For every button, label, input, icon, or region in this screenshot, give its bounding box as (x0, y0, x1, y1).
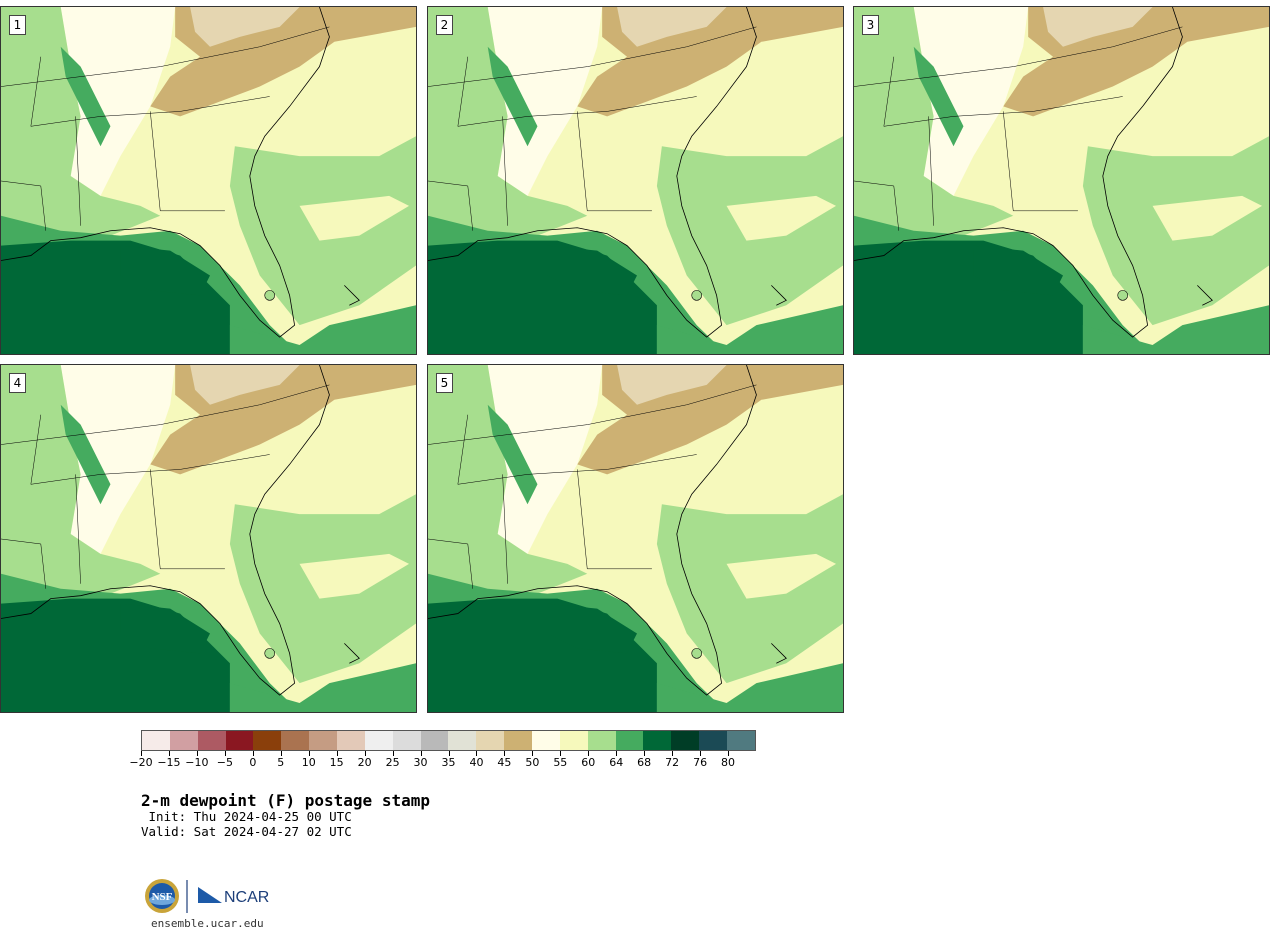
colorbar-swatch (142, 731, 170, 750)
map-panel-4: 4 (0, 364, 417, 713)
colorbar-swatch (476, 731, 505, 750)
map-image (854, 7, 1269, 354)
colorbar-tick-mark (728, 751, 730, 756)
map-image (1, 365, 416, 712)
colorbar-swatch (504, 731, 533, 750)
colorbar-tick-mark (280, 751, 282, 756)
colorbar-tick-mark (616, 751, 618, 756)
colorbar-tick-mark (588, 751, 590, 756)
colorbar-tick-label: 64 (609, 756, 624, 769)
map-panel-5: 5 (427, 364, 844, 713)
colorbar-tick-mark (476, 751, 478, 756)
colorbar-swatch (337, 731, 365, 750)
colorbar-tick-label: 76 (693, 756, 708, 769)
colorbar-swatch (197, 731, 226, 750)
colorbar-swatch (448, 731, 477, 750)
colorbar-tick-mark (308, 751, 310, 756)
colorbar-tick-label: −15 (157, 756, 181, 769)
panel-number-label: 3 (862, 15, 879, 35)
map-image (1, 7, 416, 354)
colorbar-tick-label: 40 (469, 756, 484, 769)
map-panel-2: 2 (427, 6, 844, 355)
colorbar-tick-label: −20 (129, 756, 153, 769)
colorbar-tick-mark (448, 751, 450, 756)
colorbar-tick-mark (336, 751, 338, 756)
valid-time: Valid: Sat 2024-04-27 02 UTC (141, 824, 352, 839)
panel-number-label: 2 (436, 15, 453, 35)
colorbar-tick-mark (420, 751, 422, 756)
plot-title: 2-m dewpoint (F) postage stamp (141, 791, 430, 810)
colorbar-swatch (309, 731, 338, 750)
colorbar-tick-mark (672, 751, 674, 756)
colorbar-tick-label: 68 (637, 756, 652, 769)
colorbar-tick-label: 80 (721, 756, 736, 769)
colorbar-tick-mark (504, 751, 506, 756)
nsf-ncar-logo: NSF NCAR (145, 879, 269, 913)
colorbar-swatch (364, 731, 393, 750)
colorbar-swatch (532, 731, 560, 750)
colorbar-swatch (281, 731, 310, 750)
colorbar-swatch (225, 731, 254, 750)
colorbar-swatch (587, 731, 616, 750)
colorbar-tick-label: 50 (525, 756, 540, 769)
panel-number-label: 4 (9, 373, 26, 393)
map-image (428, 365, 843, 712)
colorbar-swatch (253, 731, 282, 750)
colorbar-tick-mark (700, 751, 702, 756)
colorbar-tick-label: 10 (301, 756, 316, 769)
colorbar-swatch (420, 731, 449, 750)
map-panel-1: 1 (0, 6, 417, 355)
logos: NSF NCAR (144, 877, 274, 917)
colorbar-tick-label: −5 (216, 756, 233, 769)
colorbar-tick-mark (141, 751, 142, 756)
svg-text:NSF: NSF (152, 891, 173, 903)
colorbar-tick-mark (560, 751, 562, 756)
map-image (428, 7, 843, 354)
colorbar-tick-label: 25 (385, 756, 400, 769)
init-time: Init: Thu 2024-04-25 00 UTC (141, 809, 352, 824)
map-panel-3: 3 (853, 6, 1270, 355)
colorbar-swatch (615, 731, 644, 750)
nsf-logo-icon: NSF (145, 879, 179, 913)
colorbar-swatch (727, 731, 755, 750)
colorbar-tick-label: 72 (665, 756, 680, 769)
colorbar-swatch (671, 731, 700, 750)
colorbar-tick-mark (168, 751, 170, 756)
ncar-logo-icon: NCAR (198, 887, 269, 906)
colorbar-tick-label: 5 (277, 756, 285, 769)
colorbar-tick-mark (196, 751, 198, 756)
colorbar-tick-mark (364, 751, 366, 756)
colorbar-tick-label: 20 (357, 756, 372, 769)
colorbar-swatch (643, 731, 672, 750)
colorbar-tick-mark (252, 751, 254, 756)
panel-number-label: 5 (436, 373, 453, 393)
colorbar-swatch (169, 731, 198, 750)
svg-text:NCAR: NCAR (224, 889, 269, 906)
colorbar-tick-label: 15 (329, 756, 344, 769)
colorbar-tick-label: −10 (185, 756, 209, 769)
colorbar-swatch (699, 731, 728, 750)
colorbar-tick-label: 55 (553, 756, 568, 769)
colorbar-tick-label: 60 (581, 756, 596, 769)
colorbar-swatch (392, 731, 421, 750)
colorbar-ticks: −20 −15 −10 −5 0 5 10 15 20 25 30 35 40 45 50 55 60 64 68 7… (129, 751, 756, 775)
colorbar-tick-mark (392, 751, 394, 756)
colorbar-tick-label: 0 (249, 756, 257, 769)
colorbar-tick-mark (644, 751, 646, 756)
colorbar-tick-label: 35 (441, 756, 456, 769)
colorbar-tick-mark (224, 751, 226, 756)
colorbar-tick-label: 30 (413, 756, 428, 769)
colorbar-swatch (559, 731, 588, 750)
colorbar-tick-mark (532, 751, 534, 756)
panel-number-label: 1 (9, 15, 26, 35)
website-link[interactable]: ensemble.ucar.edu (151, 917, 264, 930)
colorbar-tick-label: 45 (497, 756, 512, 769)
colorbar (141, 730, 756, 751)
